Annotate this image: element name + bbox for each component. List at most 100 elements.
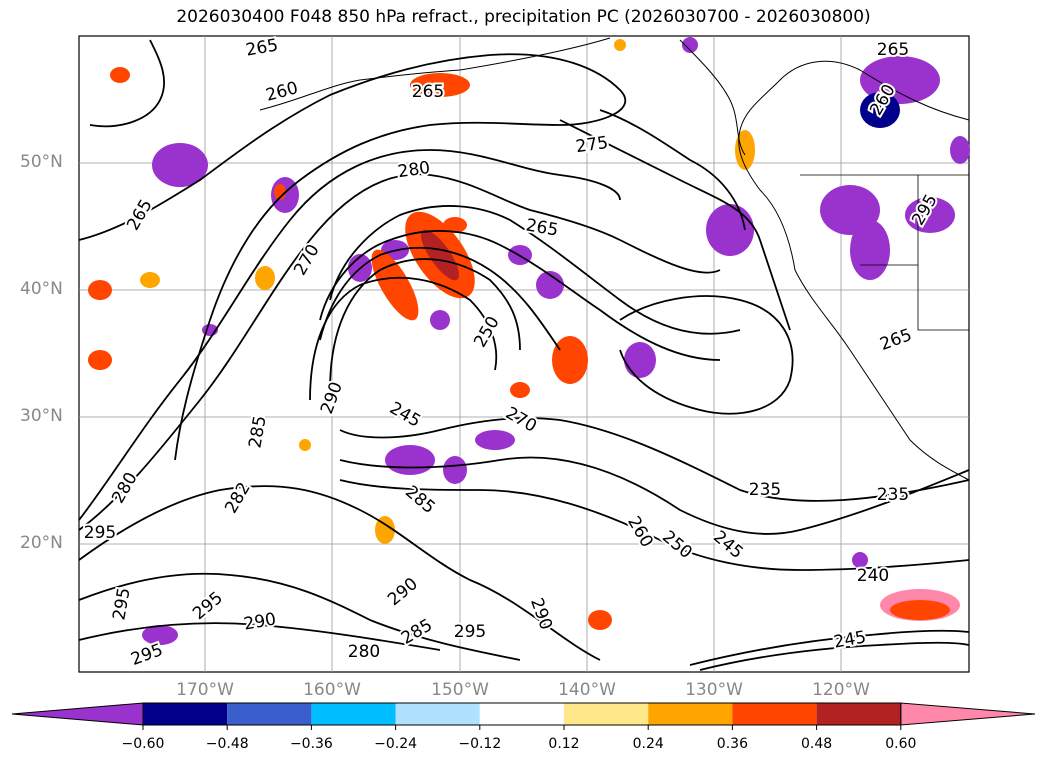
precip-patch-19: [950, 136, 970, 164]
colorbar-bin-7: [648, 703, 733, 725]
precip-patch-12: [552, 336, 588, 384]
precip-patch-25: [140, 272, 160, 288]
precip-patch-34: [443, 456, 467, 484]
precip-patch-3: [274, 184, 286, 200]
precip-patch-24: [88, 350, 112, 370]
precip-patch-13: [624, 342, 656, 378]
precip-patch-28: [410, 73, 470, 97]
precip-patch-15: [720, 210, 740, 234]
contour-line-5: [319, 246, 561, 351]
precip-patch-36: [375, 516, 395, 544]
coastlines: [259, 37, 970, 481]
precip-patch-32: [614, 39, 626, 51]
precip-patch-38: [142, 625, 178, 645]
lon-label: 130°W: [685, 680, 743, 700]
lon-label: 150°W: [431, 680, 489, 700]
precip-patch-18: [860, 92, 900, 128]
contour-line-7: [309, 276, 498, 401]
lon-label: 120°W: [812, 680, 870, 700]
lat-label: 30°N: [20, 406, 63, 426]
precip-patch-41: [430, 310, 450, 330]
contour-line-3: [329, 205, 741, 335]
coast-na: [738, 60, 970, 481]
colorbar-bin-2: [227, 703, 312, 725]
contour-line-16: [559, 119, 791, 331]
precip-patch-7: [420, 229, 460, 281]
colorbar-bin-9: [816, 703, 901, 725]
lat-label: 20°N: [20, 533, 63, 553]
colorbar-tick-label: −0.36: [289, 736, 333, 752]
precip-patch-21: [850, 220, 890, 280]
colorbar-bin-3: [311, 703, 396, 725]
colorbar-tick-label: 0.36: [716, 736, 748, 752]
precip-patch-31: [682, 37, 698, 53]
us-borders: [800, 174, 969, 331]
precip-patch-42: [299, 439, 311, 451]
contour-line-9: [339, 456, 970, 535]
colorbar-tick-label: 0.60: [885, 736, 917, 752]
contour-label: 265: [877, 40, 909, 60]
contour-line-4: [319, 230, 721, 361]
colorbar-extend-min: [11, 702, 144, 726]
contour-line-2: [78, 173, 721, 531]
precip-patch-35: [475, 430, 515, 450]
precip-patch-22: [905, 197, 955, 233]
contour-line-10: [339, 479, 970, 571]
precip-patch-8: [371, 249, 419, 321]
contour-label: 265: [412, 82, 444, 102]
map-title: 2026030400 F048 850 hPa refract., precip…: [176, 7, 871, 27]
lon-label: 170°W: [176, 680, 234, 700]
colorbar: [11, 702, 1036, 730]
contour-label: 235: [877, 485, 909, 505]
precip-patch-23: [88, 280, 112, 300]
contour-line-11: [78, 485, 601, 661]
contour-line-15: [699, 641, 970, 671]
precipitation-layer: [88, 37, 970, 645]
precip-patch-40: [510, 382, 530, 398]
colorbar-tick-label: 0.48: [801, 736, 833, 752]
coast-aleutians: [259, 37, 611, 111]
colorbar-bin-4: [395, 703, 480, 725]
contour-line-6: [329, 258, 521, 391]
colorbar-outline: [142, 702, 902, 726]
contour-line-18: [89, 39, 165, 128]
lon-label: 140°W: [558, 680, 616, 700]
precip-patch-9: [443, 217, 467, 233]
map-frame: [78, 35, 970, 673]
contour-line-14: [689, 629, 970, 666]
colorbar-bin-1: [143, 703, 228, 725]
precip-patch-1: [168, 164, 188, 180]
lat-label: 40°N: [20, 279, 63, 299]
colorbar-tick-label: −0.60: [121, 736, 165, 752]
contour-label: 295: [84, 523, 116, 543]
precip-patch-26: [255, 266, 275, 290]
colorbar-extend-max: [900, 702, 1036, 726]
contour-label: 240: [857, 566, 889, 586]
contour-line-0: [78, 53, 627, 461]
colorbar-tick-label: −0.48: [205, 736, 249, 752]
colorbar-tick-label: 0.24: [632, 736, 664, 752]
coast-alaska: [679, 39, 746, 156]
precip-patch-37: [588, 610, 612, 630]
refractivity-contours: [78, 39, 970, 671]
lon-label: 160°W: [303, 680, 361, 700]
colorbar-tick-label: −0.12: [458, 736, 502, 752]
colorbar-tick-label: −0.24: [374, 736, 418, 752]
contour-line-8: [339, 417, 970, 502]
colorbar-bin-8: [732, 703, 817, 725]
lat-label: 50°N: [20, 152, 63, 172]
precip-patch-39: [852, 552, 868, 568]
colorbar-bin-5: [479, 703, 564, 725]
contour-line-12: [78, 572, 521, 661]
precip-patch-33: [385, 445, 435, 475]
contour-label: 295: [454, 622, 486, 642]
colorbar-tick-label: 0.12: [548, 736, 580, 752]
contour-line-1: [78, 149, 621, 521]
contour-label: 280: [348, 642, 380, 662]
contour-line-17: [599, 109, 746, 231]
precip-patch-30: [890, 600, 950, 620]
precip-patch-27: [110, 67, 130, 83]
contour-line-19: [619, 295, 794, 415]
precip-patch-11: [536, 271, 564, 299]
